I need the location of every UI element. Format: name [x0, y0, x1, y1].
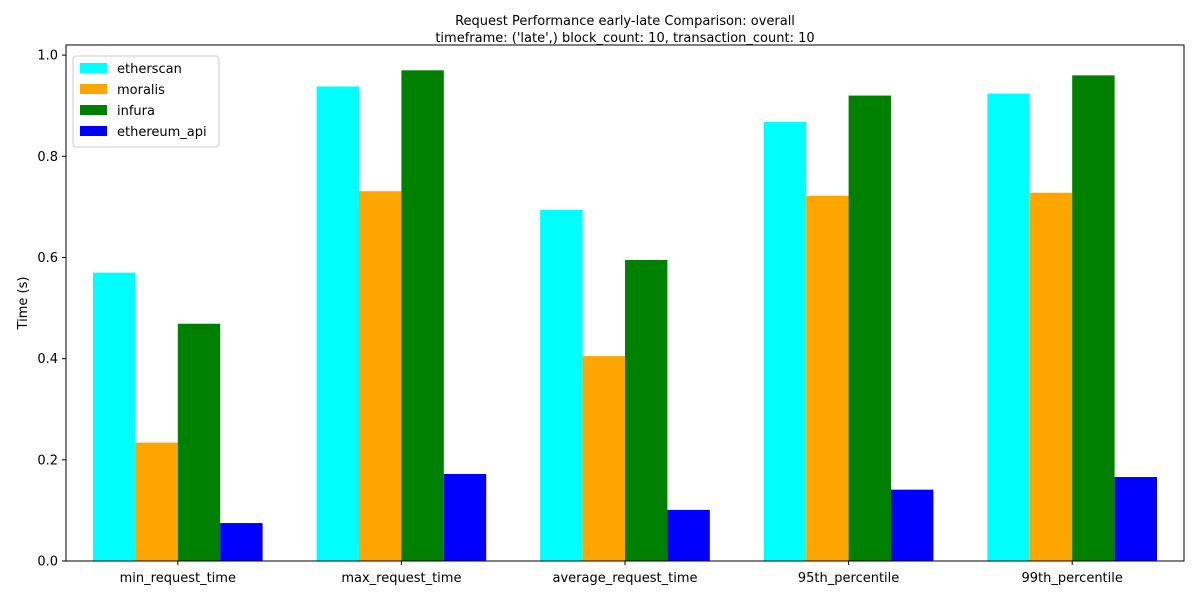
- legend-swatch-ethereum_api: [80, 126, 107, 136]
- chart-title: Request Performance early-late Compariso…: [455, 14, 795, 29]
- legend-swatch-etherscan: [80, 63, 107, 73]
- y-tick-label: 0.2: [37, 453, 58, 468]
- bar-ethereum_api-max_request_time: [443, 473, 487, 561]
- bar-moralis-max_request_time: [359, 191, 402, 561]
- bar-etherscan-max_request_time: [316, 86, 359, 561]
- y-axis-label: Time (s): [16, 277, 31, 331]
- legend-label-infura: infura: [117, 104, 155, 119]
- chart-subtitle: timeframe: ('late',) block_count: 10, tr…: [435, 31, 814, 46]
- legend-label-moralis: moralis: [117, 83, 165, 98]
- bar-infura-95th_percentile: [848, 95, 891, 562]
- bar-ethereum_api-99th_percentile: [1114, 477, 1157, 561]
- bar-ethereum_api-95th_percentile: [891, 489, 934, 561]
- bar-moralis-average_request_time: [582, 356, 625, 561]
- legend: etherscan moralis infura ethereum_api: [72, 55, 220, 148]
- y-tick-label: 0.0: [37, 555, 58, 570]
- y-tick-label: 1.0: [37, 49, 58, 64]
- bar-etherscan-min_request_time: [93, 272, 136, 561]
- bar-etherscan-95th_percentile: [763, 121, 807, 562]
- legend-swatch-moralis: [80, 84, 107, 94]
- bar-infura-average_request_time: [625, 260, 668, 561]
- bar-moralis-99th_percentile: [1029, 192, 1073, 561]
- x-tick-label-max_request_time: max_request_time: [341, 571, 461, 586]
- y-tick-label: 0.8: [37, 150, 58, 165]
- bar-ethereum_api-average_request_time: [667, 509, 710, 561]
- y-tick-label: 0.6: [37, 251, 58, 266]
- bars-group: [93, 70, 1157, 562]
- y-tick-label: 0.4: [37, 352, 58, 367]
- bar-ethereum_api-min_request_time: [220, 523, 263, 561]
- legend-label-ethereum_api: ethereum_api: [117, 125, 207, 140]
- legend-swatch-infura: [80, 105, 107, 115]
- legend-box: [72, 55, 220, 148]
- bar-infura-max_request_time: [401, 70, 444, 561]
- x-tick-label-average_request_time: average_request_time: [552, 571, 697, 586]
- bar-infura-99th_percentile: [1072, 75, 1115, 562]
- axes-group: 0.0 0.2 0.4 0.6 0.8 1.0 min_request_time max_re…: [37, 44, 1185, 586]
- legend-label-etherscan: etherscan: [117, 62, 182, 77]
- bar-infura-min_request_time: [177, 323, 221, 561]
- x-tick-label-99th_percentile: 99th_percentile: [1021, 571, 1122, 586]
- bar-moralis-min_request_time: [135, 442, 178, 561]
- bar-moralis-95th_percentile: [806, 195, 849, 562]
- x-tick-label-min_request_time: min_request_time: [120, 571, 236, 586]
- x-tick-label-95th_percentile: 95th_percentile: [798, 571, 899, 586]
- bar-etherscan-average_request_time: [540, 209, 583, 561]
- bar-etherscan-99th_percentile: [987, 93, 1030, 562]
